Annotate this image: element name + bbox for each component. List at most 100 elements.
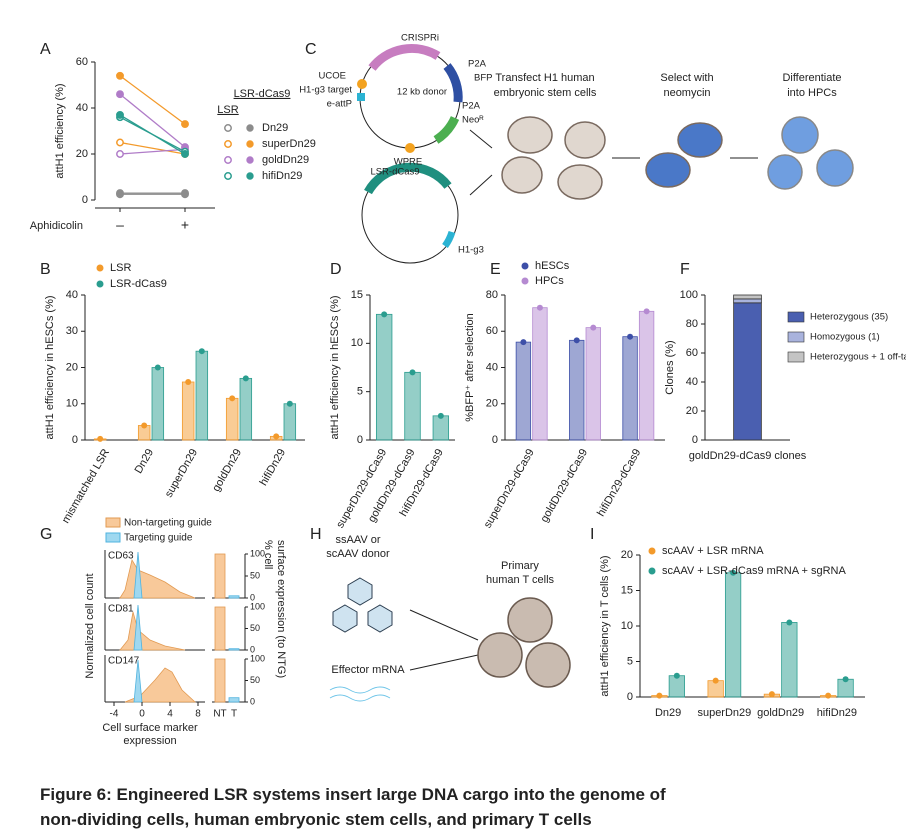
plasmid-label: H1-g3 [458, 245, 484, 256]
bar-point [154, 364, 161, 371]
legend-header: LSR [217, 104, 238, 116]
panel-letter: I [590, 526, 594, 543]
y-axis-label: attH1 efficiency in hESCs (%) [44, 295, 56, 439]
bar-point [97, 435, 104, 442]
right-axis-label: % cell [262, 540, 274, 569]
pair-line [119, 75, 186, 125]
y-tick-label: 0 [692, 434, 698, 446]
y-axis-label: %BFP⁺ after selection [464, 313, 476, 422]
pair-line [119, 148, 186, 155]
bar-point [643, 308, 650, 315]
lsr-dcas9-cassette [364, 162, 452, 195]
x-tick-label: Dn29 [133, 447, 157, 476]
x-tick-label: Dn29 [655, 707, 681, 719]
legend-marker [224, 124, 232, 132]
legend-marker [246, 156, 254, 164]
legend-marker [521, 262, 529, 270]
bar-point [590, 324, 597, 331]
aav-particles [332, 577, 393, 633]
legend-label: Dn29 [262, 122, 288, 134]
bar-point [712, 677, 719, 684]
legend-label: scAAV + LSR mRNA [662, 545, 764, 557]
bar [724, 572, 742, 698]
x-tick-label: hifiDn29 [258, 447, 289, 488]
y-axis-label: attH1 efficiency in T cells (%) [599, 555, 611, 696]
x-tick-label: superDn29-dCas9 [482, 447, 537, 530]
bar-point [381, 311, 388, 318]
step-label: Differentiate [782, 72, 841, 84]
y-tick-label: 0 [357, 434, 363, 446]
y-tick-label: 60 [486, 325, 498, 337]
y-tick-label: 5 [627, 655, 633, 667]
legend-marker [648, 547, 656, 555]
bar [214, 658, 226, 703]
mrna-label: Effector mRNA [331, 664, 405, 676]
arrow [469, 129, 493, 149]
x-tick-label: – [116, 217, 124, 233]
point [116, 190, 124, 199]
crispri-cassette [368, 43, 441, 71]
legend-label: Targeting guide [124, 533, 193, 544]
x-tick-label: + [181, 217, 189, 233]
bar-point [141, 422, 148, 429]
bar [515, 341, 532, 441]
neo-cassette [433, 116, 460, 144]
panel-letter: F [680, 261, 690, 278]
bar [404, 371, 421, 441]
plasmid-label: Neoᴿ [462, 115, 484, 126]
caption-line: non-dividing cells, human embryonic stem… [40, 810, 592, 829]
pair-line [119, 141, 186, 155]
point [116, 110, 124, 119]
panel-letter: D [330, 261, 342, 278]
y-tick-label: 60 [76, 56, 88, 68]
x-tick-label: goldDn29 [210, 447, 244, 494]
arrow [409, 654, 479, 671]
y-axis-label: Normalized cell count [84, 573, 96, 678]
bar [239, 377, 253, 441]
donor-label: scAAV donor [326, 548, 390, 560]
cell-label: Primary [501, 560, 539, 572]
hpc-cells [767, 116, 854, 190]
legend-header: LSR-dCas9 [234, 88, 291, 100]
legend-marker [224, 172, 232, 180]
y-tick-label: 0 [72, 434, 78, 446]
legend-swatch [787, 311, 805, 323]
bar-point [842, 676, 849, 683]
plasmid-label: 12 kb donor [397, 87, 447, 98]
plasmid-label: H1-g3 target [299, 85, 352, 96]
plasmid-label: P2A [468, 59, 487, 70]
legend-marker [246, 124, 254, 132]
legend-label: Non-targeting guide [124, 518, 212, 529]
bar [585, 327, 601, 441]
bar-point [768, 691, 775, 698]
point [116, 90, 124, 99]
x-tick-label: superDn29 [697, 707, 751, 719]
panel-letter: G [40, 526, 52, 543]
bar [733, 298, 762, 304]
bar [733, 294, 762, 300]
bfp-cassette [443, 63, 463, 103]
y-tick-label: 0 [492, 434, 498, 446]
panel-letter: H [310, 526, 322, 543]
legend-label: hifiDn29 [262, 170, 302, 182]
bar-point [825, 692, 832, 699]
bar [375, 313, 393, 441]
y-tick-label: 20 [621, 549, 633, 561]
panel-c-diagram [357, 43, 854, 264]
cell-label: human T cells [486, 574, 555, 586]
bar-point [656, 692, 663, 699]
bar-point [409, 369, 416, 376]
y-tick-label: 10 [66, 398, 78, 410]
marker-label: CD81 [108, 604, 134, 615]
y-tick-label: 15 [621, 584, 633, 596]
legend-label: Heterozygous (35) [810, 312, 888, 323]
y-tick-label: 20 [66, 361, 78, 373]
step-label: neomycin [663, 87, 710, 99]
histogram-nt [124, 667, 197, 703]
histogram-t [133, 551, 143, 599]
x-tick-label: 4 [167, 709, 173, 720]
y-tick-label: 100 [250, 548, 265, 558]
y-tick-label: 40 [686, 376, 698, 388]
bar [733, 302, 762, 441]
y-tick-label: 60 [686, 347, 698, 359]
